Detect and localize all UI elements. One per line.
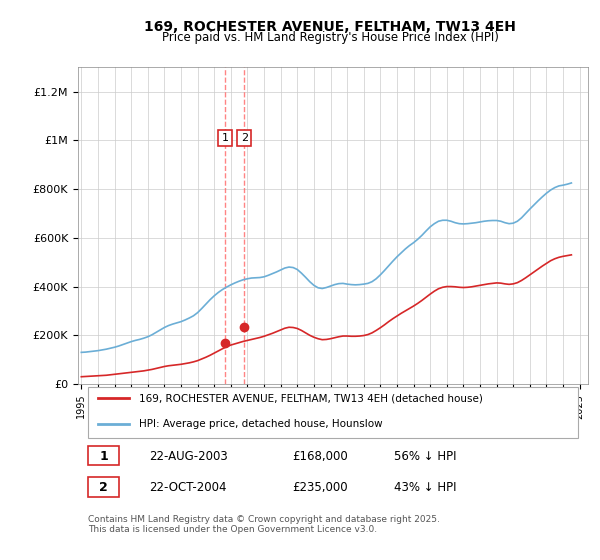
- Text: 43% ↓ HPI: 43% ↓ HPI: [394, 481, 457, 494]
- Text: 169, ROCHESTER AVENUE, FELTHAM, TW13 4EH: 169, ROCHESTER AVENUE, FELTHAM, TW13 4EH: [144, 20, 516, 34]
- Text: 169, ROCHESTER AVENUE, FELTHAM, TW13 4EH (detached house): 169, ROCHESTER AVENUE, FELTHAM, TW13 4EH…: [139, 393, 483, 403]
- Text: 2: 2: [241, 133, 248, 143]
- Text: £235,000: £235,000: [292, 481, 348, 494]
- FancyBboxPatch shape: [88, 387, 578, 438]
- Text: 22-AUG-2003: 22-AUG-2003: [149, 450, 228, 463]
- Text: 1: 1: [221, 133, 229, 143]
- Text: 2: 2: [99, 481, 108, 494]
- FancyBboxPatch shape: [88, 446, 119, 465]
- Text: 56% ↓ HPI: 56% ↓ HPI: [394, 450, 457, 463]
- FancyBboxPatch shape: [88, 477, 119, 497]
- Text: HPI: Average price, detached house, Hounslow: HPI: Average price, detached house, Houn…: [139, 419, 383, 429]
- Text: Price paid vs. HM Land Registry's House Price Index (HPI): Price paid vs. HM Land Registry's House …: [161, 31, 499, 44]
- Text: 22-OCT-2004: 22-OCT-2004: [149, 481, 227, 494]
- Text: £168,000: £168,000: [292, 450, 348, 463]
- Text: 1: 1: [99, 450, 108, 463]
- Text: Contains HM Land Registry data © Crown copyright and database right 2025.
This d: Contains HM Land Registry data © Crown c…: [88, 515, 440, 534]
